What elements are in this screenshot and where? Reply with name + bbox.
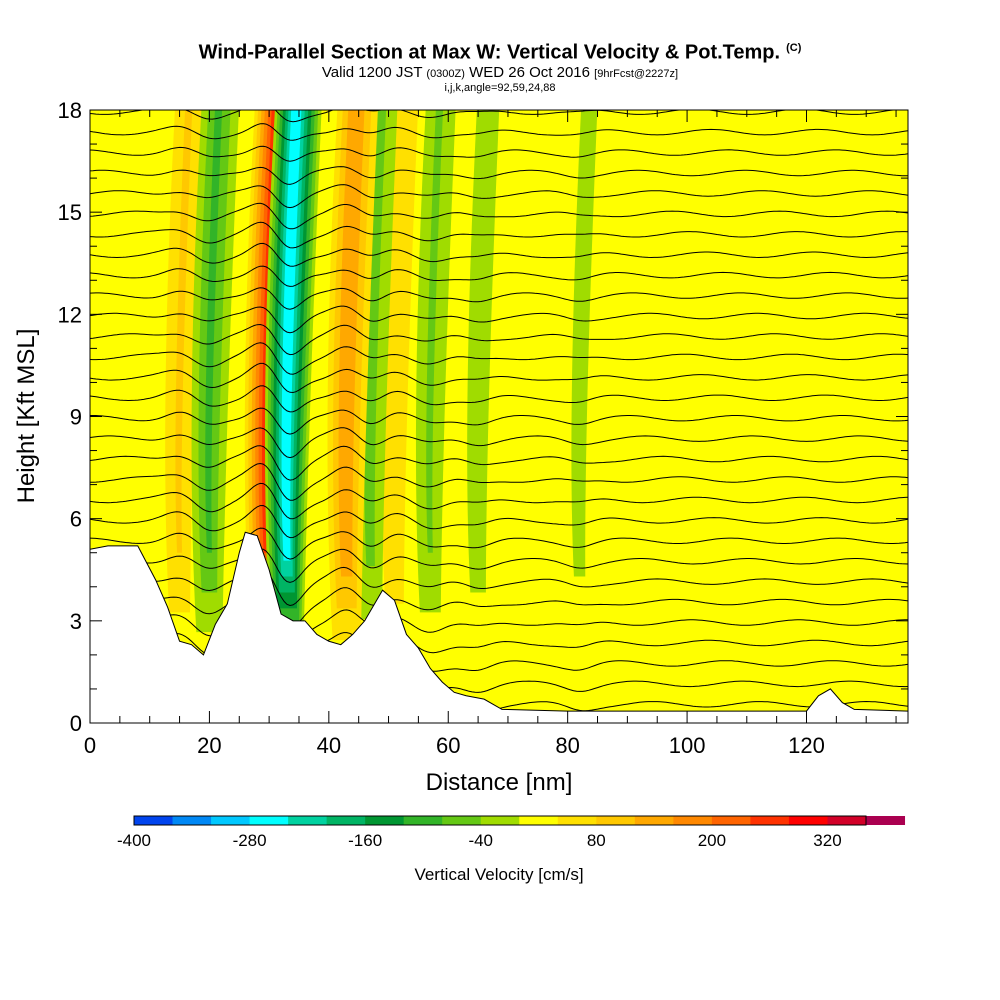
colorbar-swatch bbox=[519, 816, 559, 825]
colorbar-swatch bbox=[365, 816, 405, 825]
x-tick-label: 60 bbox=[436, 733, 460, 758]
velocity-shading bbox=[165, 110, 598, 657]
theta-contour-line bbox=[90, 287, 908, 310]
x-tick-label: 100 bbox=[669, 733, 706, 758]
colorbar-swatch bbox=[172, 816, 212, 825]
theta-contour-line bbox=[90, 342, 908, 375]
colorbar-swatch bbox=[827, 816, 867, 825]
valid-time: Valid 1200 JST bbox=[321, 63, 423, 81]
colorbar-tick-label: -160 bbox=[348, 831, 382, 850]
colorbar-swatch bbox=[134, 816, 174, 825]
theta-contour-line bbox=[90, 362, 908, 394]
y-tick-label: 6 bbox=[70, 507, 82, 532]
colorbar-tick-label: 80 bbox=[587, 831, 606, 850]
colorbar-swatch bbox=[866, 816, 906, 825]
theta-contour-line bbox=[90, 123, 908, 141]
colorbar-swatch bbox=[442, 816, 482, 825]
colorbar-swatch bbox=[403, 816, 443, 825]
chart-title-block: Wind-Parallel Section at Max W: Vertical… bbox=[0, 36, 1000, 94]
theta-contour-line bbox=[90, 407, 908, 435]
colorbar-swatch bbox=[711, 816, 751, 825]
theta-contour-line bbox=[90, 202, 908, 230]
y-tick-label: 0 bbox=[70, 711, 82, 736]
theta-contours bbox=[90, 110, 908, 723]
velocity-band bbox=[175, 110, 193, 553]
colorbar-swatch bbox=[673, 816, 713, 825]
theta-contour-line bbox=[90, 445, 908, 481]
theta-contour-line bbox=[90, 265, 908, 287]
y-tick-label: 18 bbox=[58, 98, 82, 123]
theta-contour-line bbox=[90, 110, 899, 123]
theta-contour-line bbox=[90, 504, 908, 539]
valid-utc: (0300Z) bbox=[426, 67, 465, 80]
theta-contour-line bbox=[90, 305, 908, 334]
chart-title: Wind-Parallel Section at Max W: Vertical… bbox=[0, 36, 1000, 65]
x-tick-label: 120 bbox=[788, 733, 825, 758]
theta-contour-line bbox=[90, 242, 908, 267]
velocity-band bbox=[571, 110, 598, 577]
chart-title-text: Wind-Parallel Section at Max W: Vertical… bbox=[198, 41, 781, 64]
theta-contour-line bbox=[90, 221, 908, 249]
theta-contour-line bbox=[90, 566, 908, 607]
velocity-band bbox=[165, 110, 205, 613]
x-tick-label: 0 bbox=[84, 733, 96, 758]
colorbar-tick-label: -400 bbox=[117, 831, 151, 850]
colorbar-swatch bbox=[249, 816, 289, 825]
colorbar-swatch bbox=[788, 816, 828, 825]
velocity-band bbox=[205, 110, 223, 553]
copyright-mark: (C) bbox=[786, 42, 802, 54]
theta-contour-line bbox=[90, 548, 908, 583]
y-tick-label: 12 bbox=[58, 302, 82, 327]
colorbar-label: Vertical Velocity [cm/s] bbox=[414, 865, 583, 884]
forecast-tag: [9hrFcst@2227z] bbox=[594, 67, 679, 80]
colorbar-swatch bbox=[480, 816, 520, 825]
theta-contour-line bbox=[90, 323, 908, 356]
y-axis-label: Height [Kft MSL] bbox=[13, 329, 40, 504]
y-tick-label: 3 bbox=[70, 609, 82, 634]
plot-area bbox=[90, 110, 908, 723]
colorbar: -400 -280 -160 -40 80 200 320 bbox=[117, 815, 906, 850]
colorbar-swatch bbox=[288, 816, 328, 825]
theta-contour-line bbox=[90, 462, 908, 501]
x-tick-label: 80 bbox=[555, 733, 579, 758]
x-axis-label: Distance [nm] bbox=[426, 769, 573, 796]
theta-contour-line bbox=[90, 145, 908, 162]
axes: 0 20 40 60 80 100 120 0 3 6 9 12 15 18 bbox=[58, 98, 908, 758]
colorbar-swatch bbox=[557, 816, 597, 825]
colorbar-swatch bbox=[750, 816, 790, 825]
colorbar-tick-label: -280 bbox=[233, 831, 267, 850]
colorbar-tick-label: -40 bbox=[468, 831, 493, 850]
valid-date: WED 26 Oct 2016 bbox=[469, 63, 590, 81]
colorbar-swatch bbox=[211, 816, 251, 825]
colorbar-swatch bbox=[596, 816, 636, 825]
velocity-band bbox=[281, 110, 302, 561]
section-indices: i,j,k,angle=92,59,24,88 bbox=[444, 81, 556, 94]
y-tick-label: 9 bbox=[70, 405, 82, 430]
colorbar-swatch bbox=[634, 816, 674, 825]
theta-contour-line bbox=[90, 427, 908, 459]
theta-contour-line bbox=[90, 166, 908, 185]
theta-contour-line bbox=[90, 385, 908, 413]
y-tick-label: 15 bbox=[58, 200, 82, 225]
theta-contour-line bbox=[90, 527, 908, 560]
colorbar-tick-label: 200 bbox=[698, 831, 726, 850]
theta-contour-line bbox=[90, 482, 908, 520]
colorbar-tick-label: 320 bbox=[813, 831, 841, 850]
x-tick-label: 40 bbox=[317, 733, 341, 758]
terrain-mask bbox=[90, 531, 908, 723]
colorbar-frame bbox=[133, 815, 867, 826]
colorbar-swatch bbox=[326, 816, 366, 825]
theta-contour-line bbox=[90, 184, 908, 209]
x-tick-label: 20 bbox=[197, 733, 221, 758]
velocity-band bbox=[467, 110, 500, 593]
chart-subtitle: Valid 1200 JST (0300Z) WED 26 Oct 2016 [… bbox=[0, 63, 1000, 82]
